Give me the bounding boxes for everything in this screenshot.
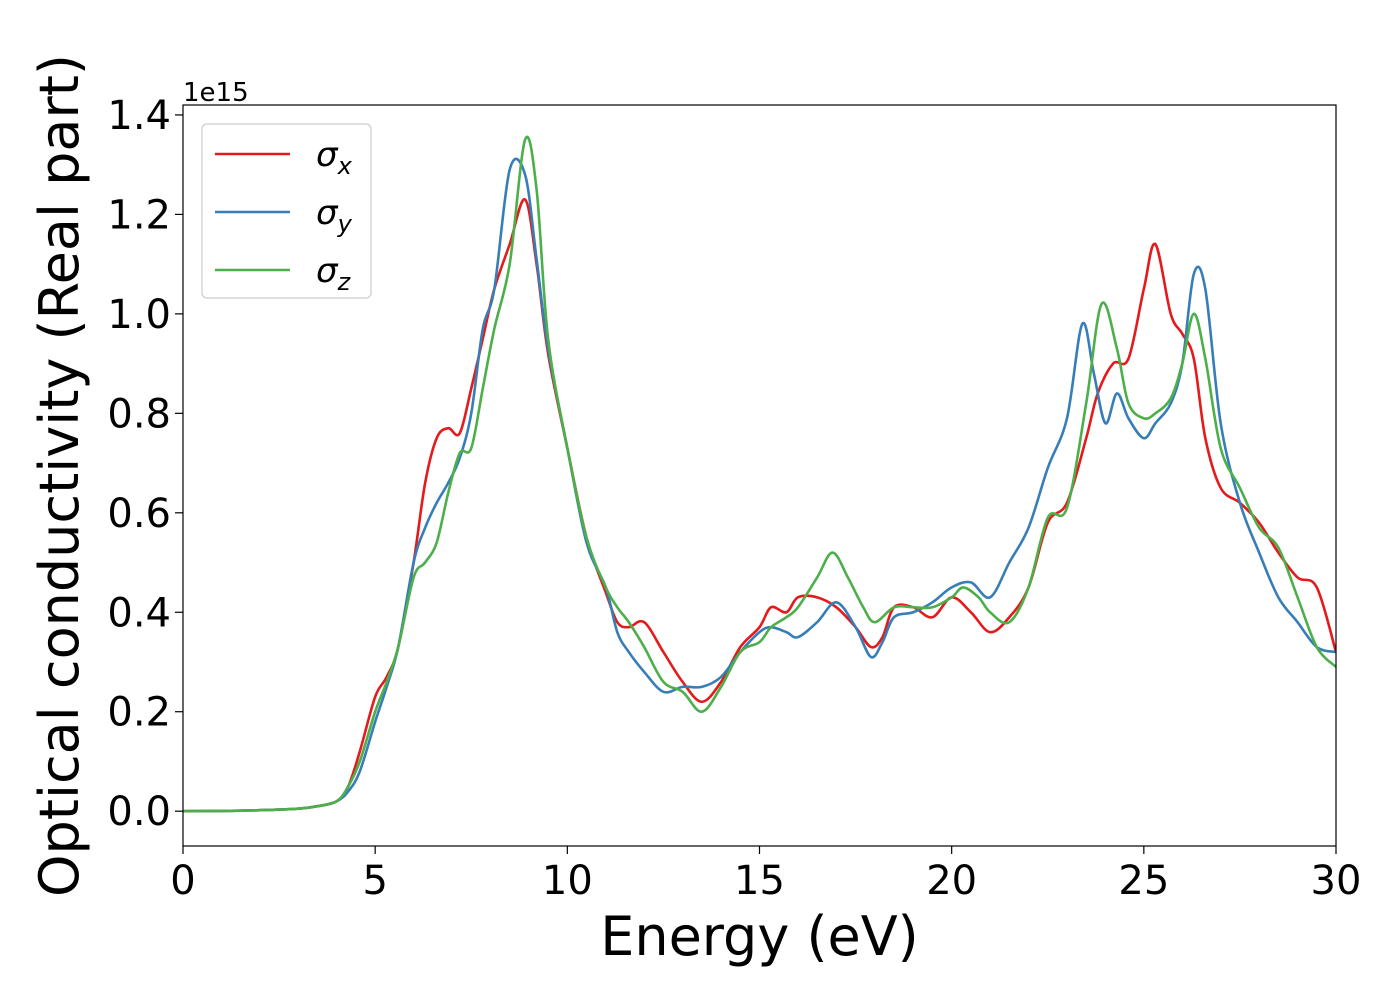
x-tick-label: 10 bbox=[542, 858, 593, 904]
x-tick-label: 30 bbox=[1311, 858, 1362, 904]
series-line-x bbox=[183, 198, 1336, 813]
x-tick-label: 20 bbox=[926, 858, 977, 904]
y-axis-offset-label: 1e15 bbox=[183, 78, 249, 108]
legend-subscript: y bbox=[337, 210, 353, 238]
y-tick-label: 0.2 bbox=[107, 690, 171, 736]
legend-label-y: σy bbox=[316, 193, 353, 238]
y-axis-label: Optical conductivity (Real part) bbox=[28, 54, 91, 897]
y-tick-label: 0.4 bbox=[107, 590, 171, 636]
y-tick-label: 0.8 bbox=[107, 391, 171, 437]
legend-symbol: σ bbox=[316, 193, 339, 233]
legend-subscript: z bbox=[337, 268, 352, 296]
y-tick-label: 0.0 bbox=[107, 789, 171, 835]
x-tick-label: 5 bbox=[362, 858, 387, 904]
legend-symbol: σ bbox=[316, 135, 339, 175]
series-line-z bbox=[183, 135, 1336, 813]
x-tick-label: 0 bbox=[170, 858, 195, 904]
legend-subscript: x bbox=[337, 152, 353, 180]
y-axis-ticks: 0.0 0.2 0.4 0.6 0.8 1.0 1.2 1.4 bbox=[107, 93, 183, 835]
x-axis-ticks: 0 5 10 15 20 25 30 bbox=[170, 846, 1361, 904]
y-tick-label: 0.6 bbox=[107, 491, 171, 537]
y-tick-label: 1.4 bbox=[107, 93, 171, 139]
legend-symbol: σ bbox=[316, 251, 339, 291]
x-axis-label: Energy (eV) bbox=[600, 905, 919, 968]
series-curves bbox=[183, 135, 1336, 813]
series-line-y bbox=[183, 157, 1336, 813]
legend-label-x: σx bbox=[316, 135, 353, 180]
y-tick-label: 1.2 bbox=[107, 192, 171, 238]
legend-label-z: σz bbox=[316, 251, 352, 296]
y-tick-label: 1.0 bbox=[107, 292, 171, 338]
x-tick-label: 25 bbox=[1118, 858, 1169, 904]
x-tick-label: 15 bbox=[734, 858, 785, 904]
